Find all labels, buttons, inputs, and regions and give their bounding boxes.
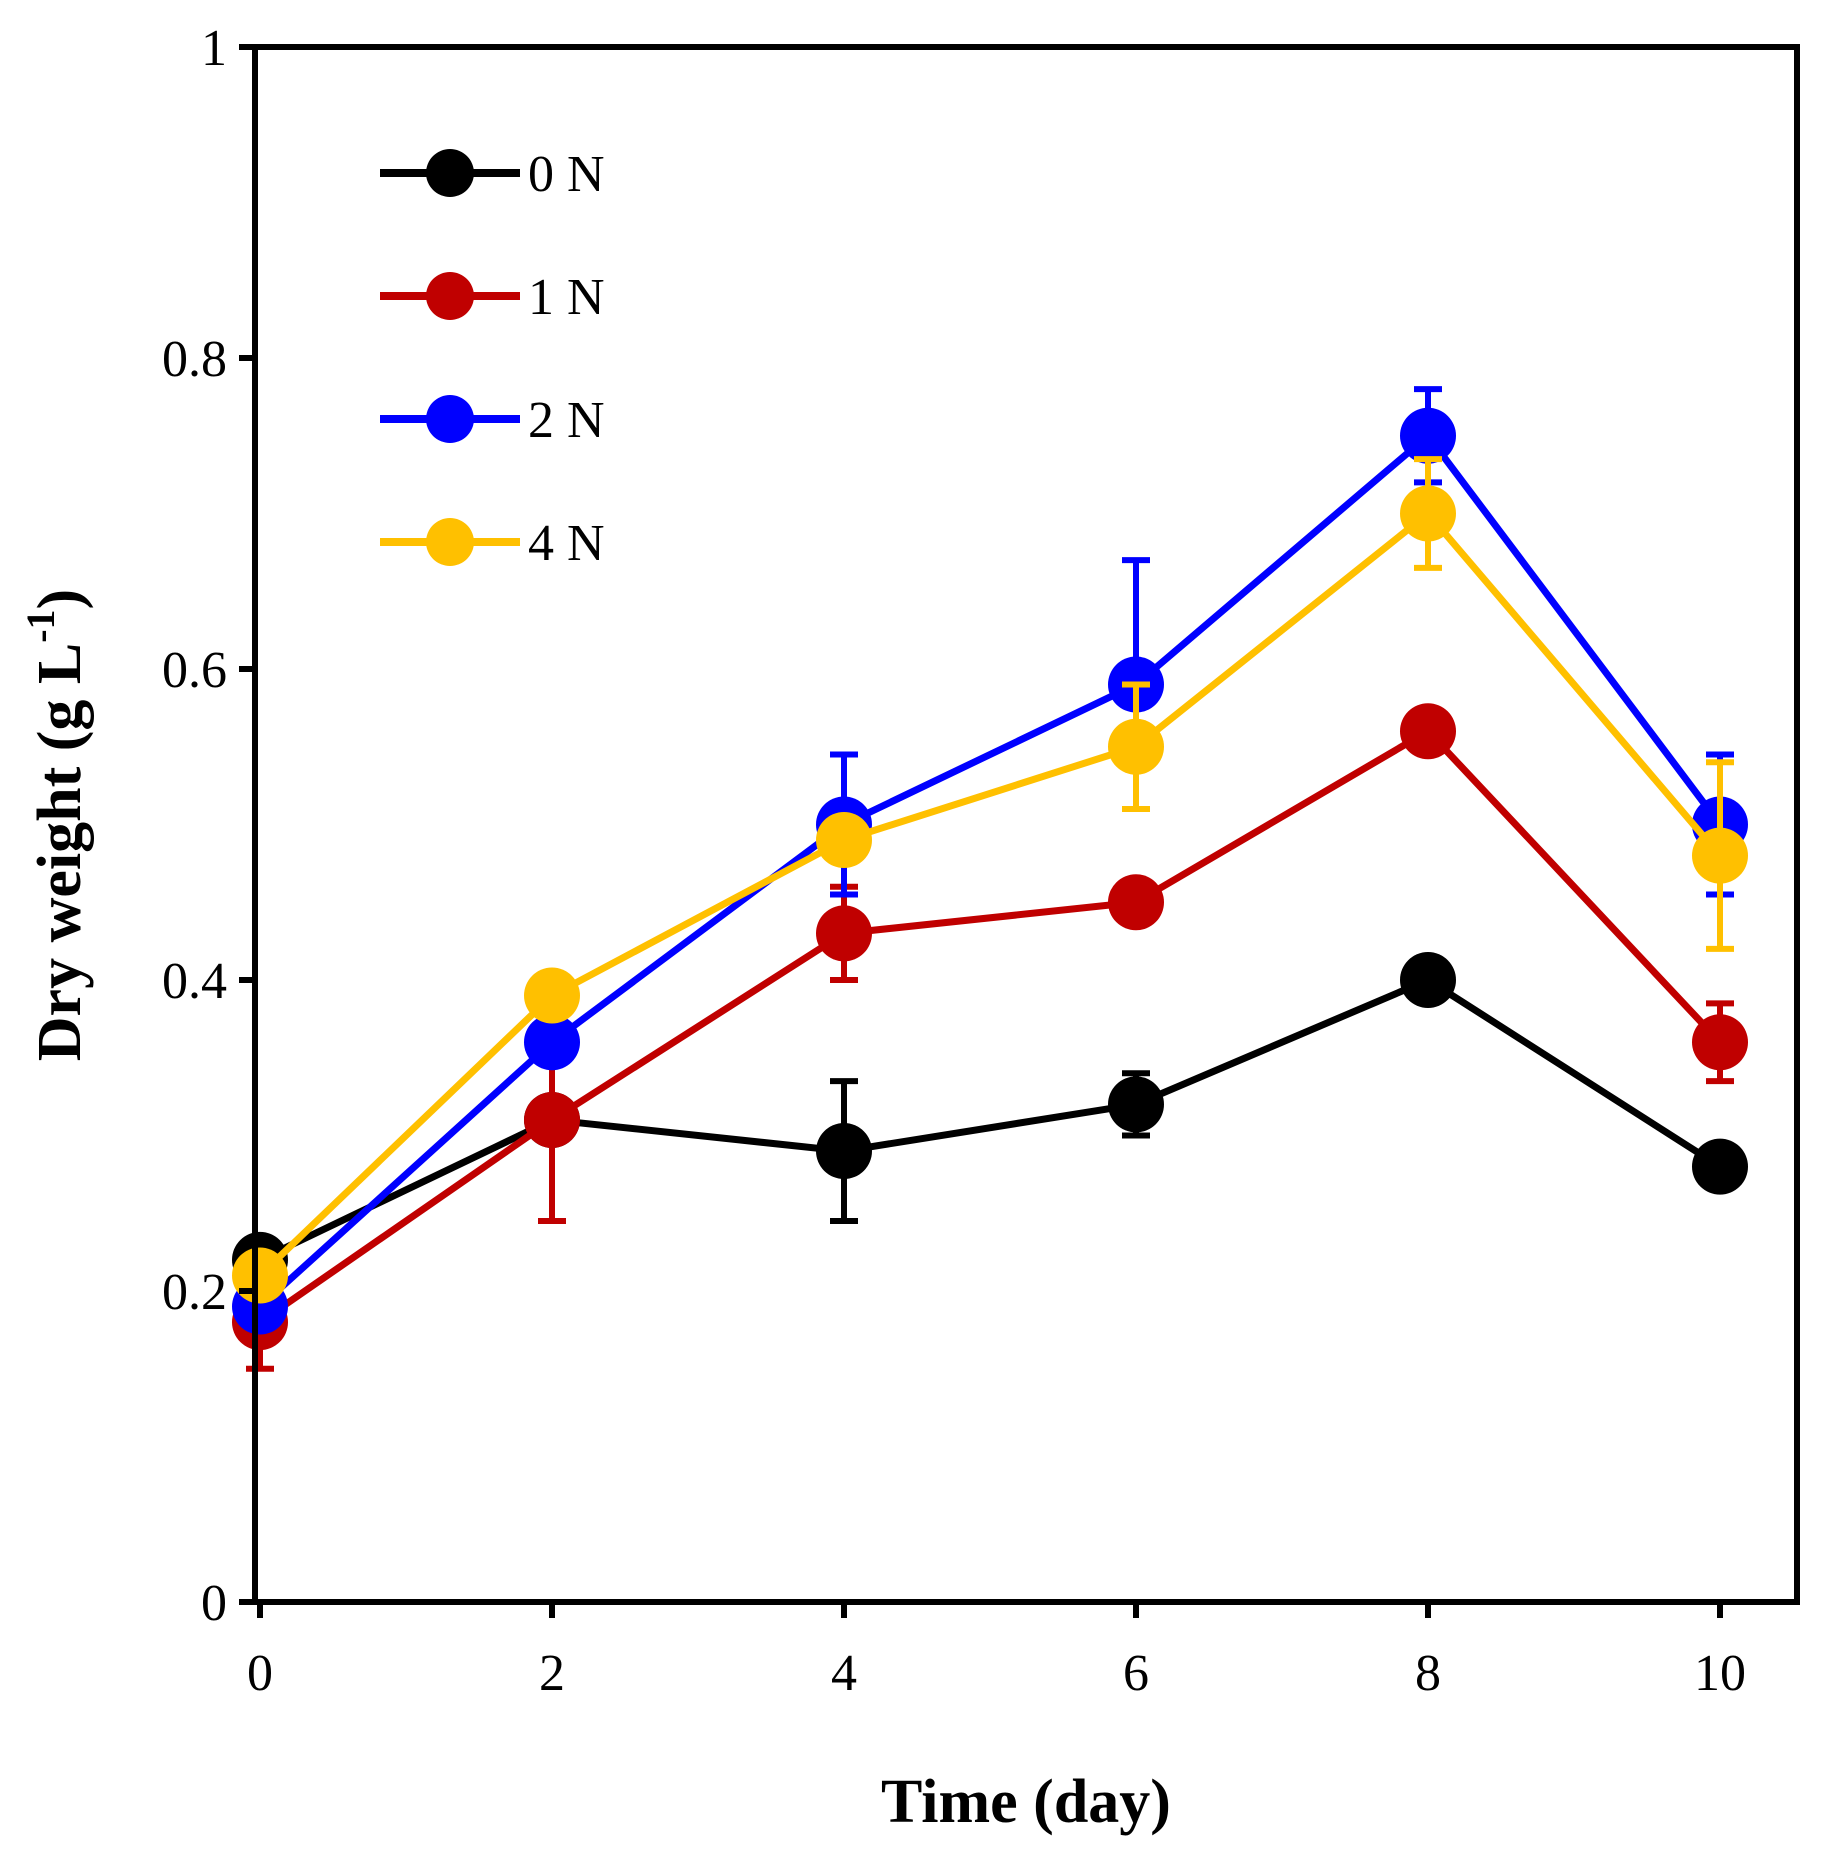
y-axis-title-superscript: -1 bbox=[18, 609, 63, 642]
data-point bbox=[1108, 874, 1164, 931]
legend-label: 4 N bbox=[528, 515, 605, 572]
data-point bbox=[1400, 703, 1456, 760]
x-tick-label: 8 bbox=[1415, 1645, 1441, 1702]
x-tick-label: 4 bbox=[831, 1645, 857, 1702]
data-point bbox=[524, 1014, 580, 1071]
y-axis-title: Dry weight (g L-1) bbox=[18, 589, 94, 1061]
y-tick-label: 0 bbox=[201, 1575, 227, 1632]
data-point bbox=[1692, 1014, 1748, 1071]
y-tick-label: 0.2 bbox=[162, 1264, 227, 1321]
y-tick-label: 0.6 bbox=[162, 642, 227, 699]
plot-area bbox=[232, 386, 1748, 1372]
series-line bbox=[258, 976, 1722, 1264]
legend-label: 2 N bbox=[528, 392, 605, 449]
x-tick-label: 2 bbox=[539, 1645, 565, 1702]
data-point bbox=[816, 812, 872, 869]
legend-item: 2 N bbox=[380, 392, 605, 449]
data-point bbox=[1108, 1076, 1164, 1133]
series-2n bbox=[232, 386, 1748, 1335]
series-4n bbox=[232, 456, 1748, 1304]
data-point bbox=[1108, 718, 1164, 775]
data-point bbox=[1400, 407, 1456, 464]
legend-marker bbox=[426, 395, 474, 443]
legend-label: 0 N bbox=[528, 146, 605, 203]
legend-item: 4 N bbox=[380, 515, 605, 572]
y-axis-title-close: ) bbox=[26, 589, 94, 610]
data-point bbox=[1400, 952, 1456, 1008]
data-point bbox=[1692, 1138, 1748, 1195]
x-axis-title: Time (day) bbox=[881, 1768, 1171, 1836]
data-point bbox=[524, 967, 580, 1024]
x-tick-label: 10 bbox=[1694, 1645, 1746, 1702]
legend-label: 1 N bbox=[528, 269, 605, 326]
x-tick-label: 6 bbox=[1123, 1645, 1149, 1702]
series-line bbox=[257, 432, 1723, 1310]
y-tick-label: 0.8 bbox=[162, 331, 227, 388]
series-line bbox=[257, 510, 1723, 1278]
legend-marker bbox=[426, 272, 474, 320]
y-axis-title-main: Dry weight (g L bbox=[26, 643, 94, 1061]
legend: 0 N 1 N 2 N 4 N bbox=[380, 146, 605, 572]
axes: 00.20.40.60.810 2 4 6 8 10 bbox=[162, 20, 1746, 1702]
plot-frame bbox=[252, 44, 1800, 1605]
data-point bbox=[816, 905, 872, 962]
y-tick-label: 0.4 bbox=[162, 953, 227, 1010]
y-tick-label: 1 bbox=[201, 20, 227, 77]
data-point bbox=[1400, 485, 1456, 542]
series-line bbox=[258, 727, 1723, 1325]
series-0n bbox=[232, 952, 1748, 1288]
data-point bbox=[232, 1247, 288, 1304]
legend-marker bbox=[426, 518, 474, 566]
data-point bbox=[1692, 827, 1748, 884]
data-point bbox=[816, 1123, 872, 1180]
x-tick-label: 0 bbox=[247, 1645, 273, 1702]
legend-item: 1 N bbox=[380, 269, 605, 326]
data-point bbox=[524, 1091, 580, 1148]
legend-marker bbox=[426, 149, 474, 197]
legend-item: 0 N bbox=[380, 146, 605, 203]
